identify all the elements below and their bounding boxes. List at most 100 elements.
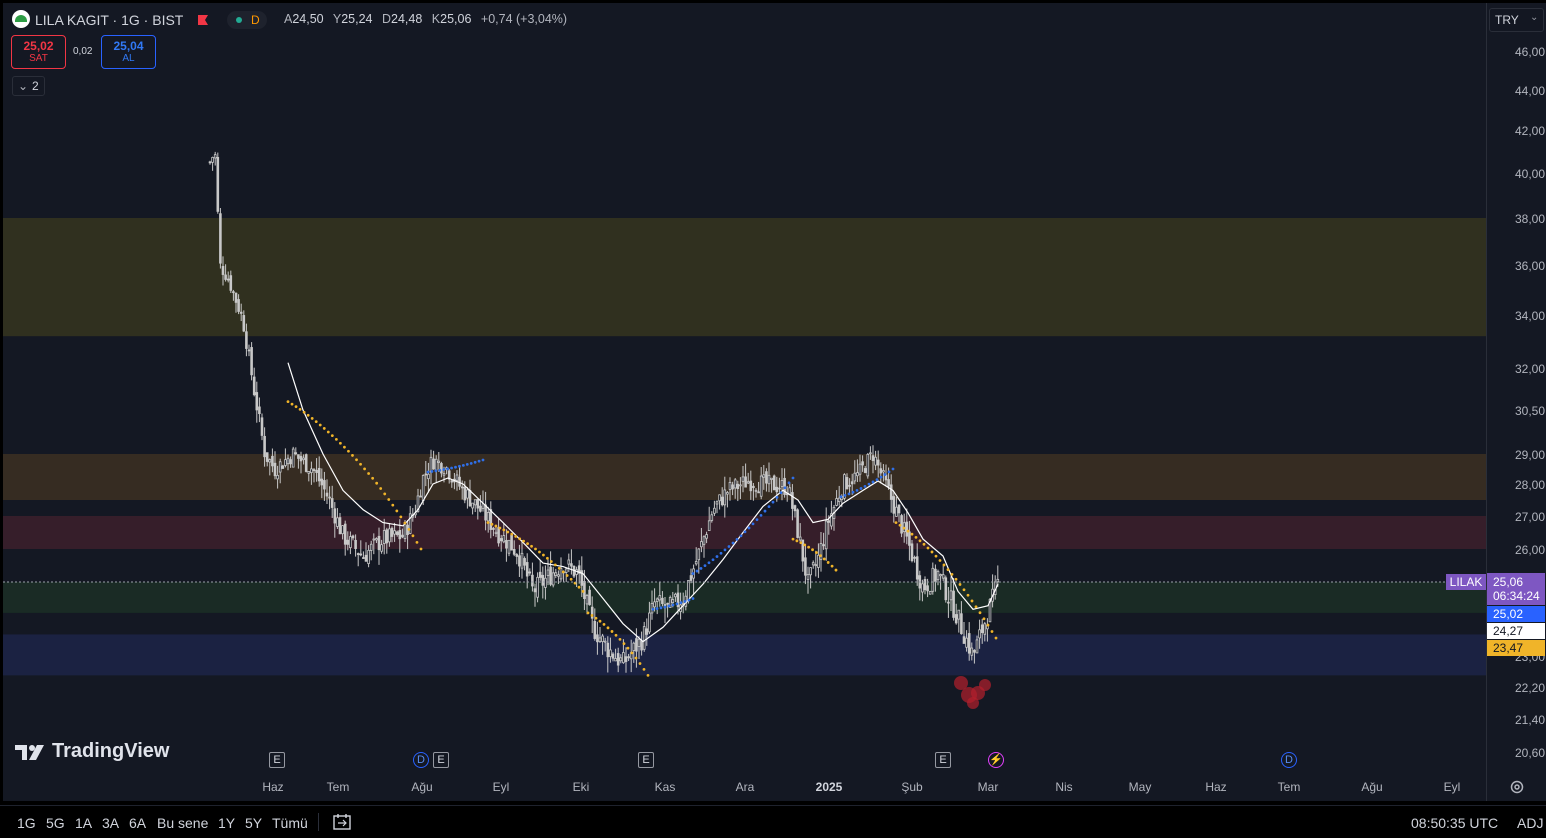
candle-body: [853, 472, 857, 482]
candle-body: [648, 612, 651, 633]
candle-body: [736, 483, 740, 490]
timeframe-all[interactable]: Tümü: [272, 815, 308, 831]
timeframe-5g[interactable]: 5G: [46, 815, 65, 831]
time-axis[interactable]: Haz Tem Ağu Eyl Eki Kas Ara 2025 Şub Mar…: [3, 771, 1486, 801]
candle-body: [265, 452, 269, 462]
indicator-dot: [565, 574, 569, 577]
time-label: May: [1128, 780, 1152, 794]
candle-body: [447, 470, 451, 480]
candle-body: [739, 484, 742, 487]
earnings-marker[interactable]: E: [935, 752, 951, 768]
last-price-value: 25,06: [1493, 575, 1524, 589]
indicator-dot: [954, 577, 958, 581]
indicator-dot: [679, 601, 683, 605]
timeframe-5y[interactable]: 5Y: [245, 815, 263, 831]
indicator-dot: [970, 599, 974, 603]
adj-toggle[interactable]: ADJ: [1517, 815, 1544, 831]
flag-icon[interactable]: [197, 13, 209, 25]
settings-gear-icon[interactable]: [1509, 779, 1525, 795]
time-label: Nis: [1055, 780, 1073, 794]
candle-body: [762, 474, 766, 478]
dividend-marker[interactable]: D: [413, 752, 429, 768]
indicator-dot: [286, 400, 290, 403]
chart-pane[interactable]: [3, 3, 1486, 801]
candle-body: [281, 465, 285, 469]
indicator-dot: [826, 561, 830, 564]
candle-body: [632, 642, 636, 651]
timeframe-ytd[interactable]: Bu sene: [157, 815, 209, 831]
price-label: 40,00: [1514, 167, 1545, 181]
candle-body: [538, 571, 542, 578]
candle-body: [757, 491, 760, 494]
candle-body: [830, 513, 833, 527]
indicator-dot: [367, 472, 371, 475]
candle-body: [876, 459, 880, 466]
earnings-marker[interactable]: E: [269, 752, 285, 768]
candle-body: [388, 528, 391, 543]
indicator-dot: [375, 481, 379, 485]
indicator-dot: [469, 461, 473, 465]
candle-body: [531, 574, 534, 587]
candle-body: [780, 480, 784, 487]
timeframe-1y[interactable]: 1Y: [218, 815, 236, 831]
timeframe-3a[interactable]: 3A: [102, 815, 120, 831]
market-status-badge[interactable]: D: [227, 11, 267, 29]
symbol-title[interactable]: LILA KAGIT · 1G · BIST: [35, 12, 184, 28]
candle-body: [619, 657, 623, 662]
time-label: 2025: [815, 780, 843, 794]
candle-body: [375, 538, 378, 541]
dividend-marker[interactable]: D: [1281, 752, 1297, 768]
indicator-dot: [834, 568, 838, 572]
moving-average-line: [287, 362, 999, 643]
indicator-dot: [891, 467, 895, 471]
candle-body: [307, 471, 311, 474]
indicator-dot: [659, 606, 663, 610]
sell-button[interactable]: 25,02 SAT: [11, 35, 66, 69]
earnings-marker[interactable]: E: [638, 752, 654, 768]
indicator-dot: [438, 468, 442, 472]
indicator-dot: [811, 548, 814, 552]
indicator-dot: [839, 495, 843, 499]
candle-body: [804, 557, 807, 576]
utc-clock[interactable]: 08:50:35 UTC: [1411, 815, 1499, 831]
earnings-marker[interactable]: E: [433, 752, 449, 768]
candle-body: [505, 540, 508, 549]
indicator-dot: [343, 445, 346, 449]
candle-body: [973, 649, 976, 653]
candle-body: [440, 463, 443, 474]
price-chart[interactable]: [3, 3, 1486, 801]
candle-body: [970, 647, 974, 656]
price-axis[interactable]: TRY ⌄ 46,00 44,00 42,00 40,00 38,00 36,0…: [1486, 3, 1546, 801]
indicator-dot: [458, 464, 461, 468]
split-marker[interactable]: ⚡: [988, 752, 1004, 768]
candle-body: [824, 520, 828, 550]
indicator-dot: [430, 470, 434, 473]
price-zone: [3, 218, 1486, 337]
candle-body: [944, 577, 948, 601]
timeframe-6a[interactable]: 6A: [129, 815, 147, 831]
candle-body: [588, 589, 591, 606]
buy-button[interactable]: 25,04 AL: [101, 35, 156, 69]
candle-body: [250, 347, 253, 376]
candle-body: [845, 477, 849, 490]
timeframe-1g[interactable]: 1G: [17, 815, 36, 831]
candle-body: [276, 474, 279, 480]
timeframe-1a[interactable]: 1A: [75, 815, 93, 831]
indicator-dot: [962, 588, 966, 592]
ohlc-key: Y: [332, 12, 342, 26]
indicator-dot: [855, 488, 859, 492]
indicator-dot: [914, 536, 918, 539]
candle-body: [676, 592, 680, 608]
candle-body: [512, 549, 516, 555]
candle-body: [494, 531, 498, 534]
candle-body: [289, 459, 292, 465]
indicator-dot: [747, 526, 751, 530]
currency-select[interactable]: TRY ⌄: [1489, 8, 1544, 32]
price-label: 22,20: [1514, 681, 1545, 695]
ohlc-key: A: [284, 12, 293, 26]
indicators-toggle[interactable]: ⌄ 2: [12, 76, 45, 96]
indicator-dot: [359, 462, 362, 466]
indicator-dot: [822, 557, 826, 561]
time-label: Ara: [735, 780, 755, 794]
date-range-icon[interactable]: [332, 812, 352, 832]
